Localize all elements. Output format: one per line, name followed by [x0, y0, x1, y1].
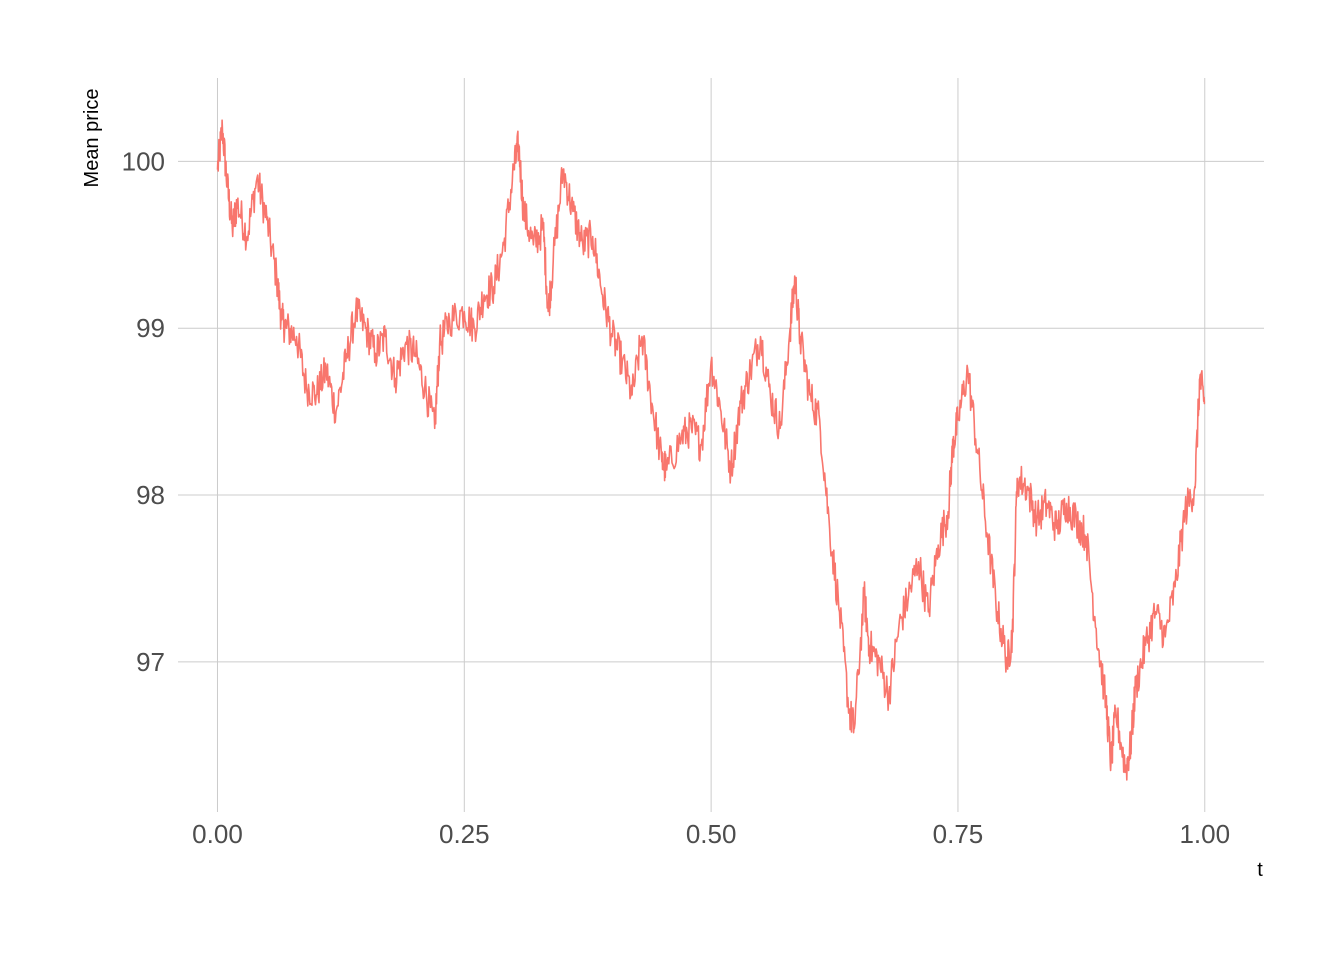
grid-layer [178, 78, 1264, 812]
y-tick-label: 100 [122, 146, 165, 176]
y-axis-title: Mean price [81, 89, 103, 188]
x-tick-label: 0.75 [933, 819, 984, 849]
x-tick-label: 1.00 [1179, 819, 1230, 849]
x-tick-label: 0.25 [439, 819, 490, 849]
y-tick-label: 99 [136, 313, 165, 343]
x-tick-label: 0.50 [686, 819, 737, 849]
series-line [216, 119, 1206, 781]
x-tick-label: 0.00 [192, 819, 243, 849]
y-tick-label: 98 [136, 480, 165, 510]
y-tick-label: 97 [136, 647, 165, 677]
x-axis-title: t [1257, 859, 1263, 881]
tick-labels: 0.00 0.25 0.50 0.75 1.00 97 98 99 100 [122, 146, 1230, 849]
series-layer [216, 119, 1206, 781]
